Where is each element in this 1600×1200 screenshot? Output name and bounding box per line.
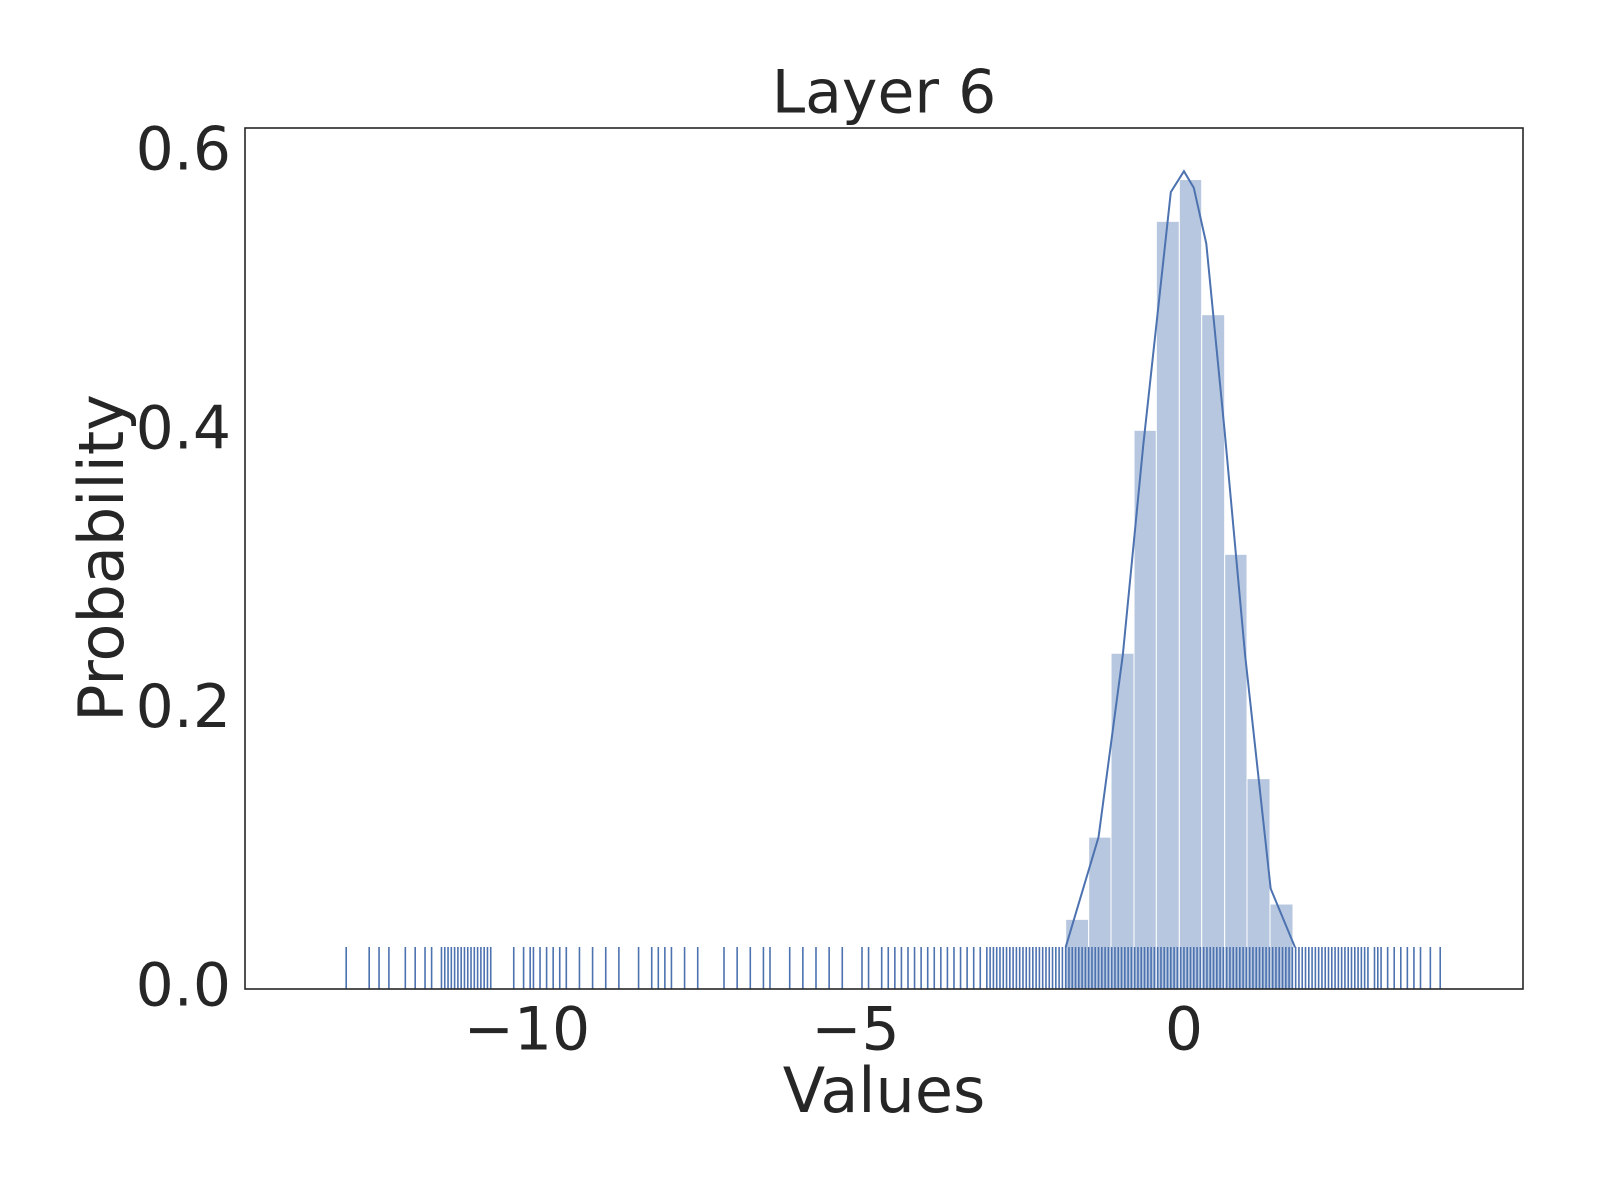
histogram-bar (1155, 220, 1180, 990)
histogram-bar (1178, 179, 1203, 990)
x-tick-label: −10 (464, 995, 591, 1065)
histogram-bar (1201, 314, 1226, 990)
chart-title: Layer 6 (772, 58, 997, 128)
x-tick-label: −5 (811, 995, 899, 1065)
histogram-bar (1110, 652, 1135, 990)
kde-line (1064, 169, 1296, 948)
y-axis-label: Probability (65, 394, 138, 722)
y-tick-label: 0.4 (136, 393, 231, 463)
y-tick-label: 0.2 (136, 672, 231, 742)
x-axis-label: Values (783, 1054, 986, 1127)
histogram-bar (1224, 553, 1248, 990)
y-tick-label: 0.0 (136, 951, 231, 1021)
plot-frame (244, 127, 1524, 990)
x-tick-label: 0 (1165, 995, 1203, 1065)
y-tick-label: 0.6 (136, 115, 231, 185)
